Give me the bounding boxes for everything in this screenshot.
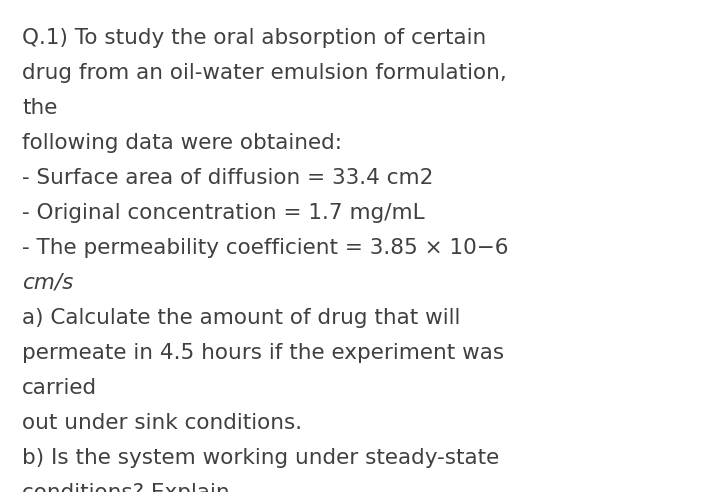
Text: - Surface area of diffusion = 33.4 cm2: - Surface area of diffusion = 33.4 cm2: [22, 168, 433, 188]
Text: following data were obtained:: following data were obtained:: [22, 133, 342, 153]
Text: - Original concentration = 1.7 mg/mL: - Original concentration = 1.7 mg/mL: [22, 203, 425, 223]
Text: permeate in 4.5 hours if the experiment was: permeate in 4.5 hours if the experiment …: [22, 343, 504, 363]
Text: - The permeability coefficient = 3.85 × 10−6: - The permeability coefficient = 3.85 × …: [22, 238, 508, 258]
Text: out under sink conditions.: out under sink conditions.: [22, 413, 302, 433]
Text: conditions? Explain.: conditions? Explain.: [22, 483, 236, 492]
Text: carried: carried: [22, 378, 97, 398]
Text: Q.1) To study the oral absorption of certain: Q.1) To study the oral absorption of cer…: [22, 28, 486, 48]
Text: drug from an oil-water emulsion formulation,: drug from an oil-water emulsion formulat…: [22, 63, 507, 83]
Text: b) Is the system working under steady-state: b) Is the system working under steady-st…: [22, 448, 499, 468]
Text: a) Calculate the amount of drug that will: a) Calculate the amount of drug that wil…: [22, 308, 460, 328]
Text: the: the: [22, 98, 58, 118]
Text: cm/s: cm/s: [22, 273, 73, 293]
